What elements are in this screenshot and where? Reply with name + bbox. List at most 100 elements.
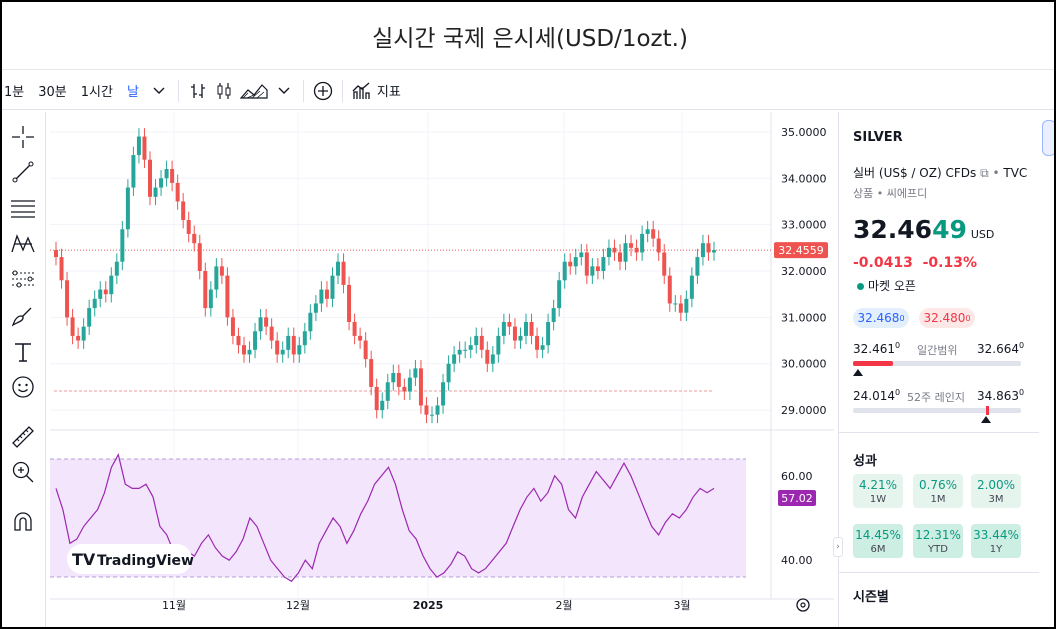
week52-range-marker	[986, 406, 989, 415]
price-tick-label: 35.0000	[781, 126, 827, 139]
candle-body	[418, 368, 423, 406]
tradingview-watermark[interactable]: TV TradingView	[67, 544, 194, 574]
forecast-icon[interactable]	[8, 264, 38, 294]
perf-1w[interactable]: 4.21% 1W	[853, 474, 903, 508]
price-chart[interactable]: 35.0000 34.0000 33.0000 32.0000 31.0000 30.00…	[50, 112, 834, 629]
candle-body	[673, 303, 678, 305]
price-tick-label: 31.0000	[781, 311, 827, 324]
candle-body	[629, 243, 634, 248]
price-frac: 49	[932, 215, 967, 244]
candle-body	[623, 243, 628, 262]
candle-body	[269, 326, 274, 341]
candle-body	[479, 335, 484, 350]
candle-body	[280, 349, 285, 355]
source-text[interactable]: TVC	[1003, 166, 1028, 180]
candle-body	[136, 136, 141, 156]
candle-body	[175, 182, 180, 202]
text-tool-icon[interactable]	[8, 337, 38, 367]
candle-body	[374, 386, 379, 411]
candle-body	[452, 354, 457, 364]
fib-lines-icon[interactable]	[8, 194, 38, 224]
candle-body	[336, 261, 340, 276]
interval-30m[interactable]: 30분	[38, 85, 67, 100]
crosshair-icon[interactable]	[8, 122, 38, 152]
candle-body	[291, 335, 296, 355]
compare-plus-icon[interactable]	[310, 77, 336, 105]
perf-1y[interactable]: 33.44% 1Y	[971, 524, 1021, 558]
area-chart-icon[interactable]	[237, 77, 271, 105]
price-change: -0.0413 -0.13%	[853, 255, 977, 271]
interval-day[interactable]: 날	[126, 85, 139, 100]
candle-body	[330, 275, 335, 299]
candle-body	[634, 247, 639, 253]
chevron-down-icon[interactable]	[271, 77, 297, 105]
symbol-category: 상품 • 씨에프디	[853, 187, 928, 200]
bars-chart-icon[interactable]	[185, 77, 211, 105]
symbol-name: SILVER	[853, 130, 903, 145]
pattern-icon[interactable]	[8, 229, 38, 259]
candle-body	[402, 386, 407, 392]
candle-body	[667, 275, 672, 304]
candle-body	[358, 335, 363, 341]
candle-body	[369, 359, 374, 387]
indicators-button[interactable]: 지표	[376, 85, 401, 100]
candle-body	[242, 345, 246, 355]
day-range-bar	[853, 361, 1021, 366]
panel-divider	[839, 432, 1039, 433]
emoji-icon[interactable]	[8, 372, 38, 402]
candle-body	[313, 303, 318, 313]
interval-1m[interactable]: 1분	[4, 85, 25, 100]
settings-gear-icon[interactable]	[796, 598, 810, 612]
candle-body	[54, 250, 58, 258]
top-toolbar: 1분 30분 1시간 날 지표	[2, 72, 1054, 110]
chevron-down-icon[interactable]	[146, 77, 172, 105]
zoom-in-icon[interactable]	[8, 457, 38, 487]
candle-body	[407, 377, 412, 392]
candle-body	[590, 266, 595, 276]
candle-body	[308, 312, 313, 332]
candles-chart-icon[interactable]	[211, 77, 237, 105]
candle-body	[258, 317, 263, 332]
candle-body	[640, 233, 645, 253]
candles	[54, 128, 716, 424]
time-axis: 11월 12월 2025 2월 3월	[162, 599, 691, 612]
candle-body	[192, 233, 197, 244]
day-range-marker-icon	[853, 369, 863, 376]
rsi-line	[55, 453, 715, 583]
candle-body	[712, 250, 716, 253]
panel-tab-icon[interactable]	[1042, 120, 1054, 156]
indicators-icon[interactable]	[349, 77, 375, 105]
day-high: 32.6640	[977, 341, 1025, 356]
price-tick-label: 33.0000	[781, 219, 827, 232]
day-low: 32.4610	[853, 341, 901, 356]
symbol-description: 실버 (US$ / OZ) CFDs ⧉ • TVC	[853, 166, 1028, 180]
day-range-label: 일간범위	[917, 344, 958, 357]
collapse-arrow-icon[interactable]: ›	[833, 537, 843, 557]
candle-body	[430, 414, 434, 416]
panel-divider	[839, 572, 1039, 573]
interval-1h[interactable]: 1시간	[80, 85, 113, 100]
rsi-axis: 60.00 40.00	[781, 470, 813, 567]
candle-body	[275, 340, 280, 355]
candle-body	[546, 322, 551, 346]
rsi-value-badge: 57.02	[778, 490, 816, 506]
perf-ytd[interactable]: 12.31% YTD	[913, 524, 963, 558]
candle-body	[319, 289, 324, 304]
perf-3m[interactable]: 2.00% 3M	[971, 474, 1021, 508]
week52-low: 24.0140	[853, 388, 901, 403]
candle-body	[562, 261, 567, 281]
trend-line-icon[interactable]	[8, 157, 38, 187]
candle-body	[148, 159, 152, 197]
perf-1m[interactable]: 0.76% 1M	[913, 474, 963, 508]
perf-6m[interactable]: 14.45% 6M	[853, 524, 903, 558]
brush-icon[interactable]	[8, 302, 38, 332]
magnet-icon[interactable]	[8, 507, 38, 537]
candle-body	[236, 335, 241, 346]
bid-badge: 32.468 0	[853, 308, 909, 328]
candle-body	[424, 405, 429, 415]
week52-high: 34.8630	[977, 388, 1025, 403]
candle-body	[103, 289, 108, 295]
external-link-icon[interactable]: ⧉	[980, 166, 989, 180]
candle-body	[606, 247, 611, 258]
ruler-icon[interactable]	[8, 422, 38, 452]
